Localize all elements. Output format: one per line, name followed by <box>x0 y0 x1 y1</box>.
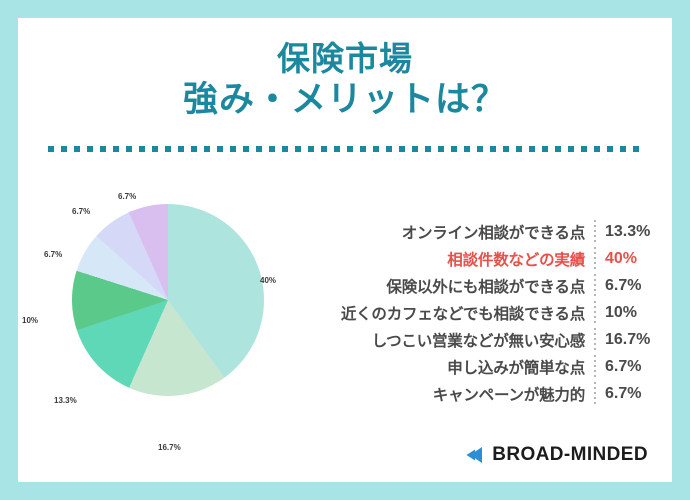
legend-row: 近くのカフェなどでも相談できる点 10% <box>318 299 658 326</box>
legend-label: しつこい営業などが無い安心感 <box>371 332 585 350</box>
pie-slice-label: 16.7% <box>158 443 181 452</box>
legend-value: 13.3% <box>605 222 651 240</box>
legend-row: しつこい営業などが無い安心感 16.7% <box>318 326 658 353</box>
legend-value: 40% <box>605 249 638 267</box>
legend-dotted-separator <box>594 220 596 243</box>
legend-label: 近くのカフェなどでも相談できる点 <box>340 305 585 323</box>
legend-label: 相談件数などの実績 <box>447 251 585 269</box>
legend: オンライン相談ができる点 13.3% 相談件数などの実績 40% 保険以外にも相談ができ… <box>318 218 658 407</box>
legend-value: 16.7% <box>605 330 651 348</box>
legend-dotted-separator <box>594 301 596 324</box>
legend-label: 保険以外にも相談ができる点 <box>386 278 585 296</box>
legend-row: 申し込みが簡単な点 6.7% <box>318 353 658 380</box>
legend-dotted-separator <box>594 328 596 351</box>
legend-value: 6.7% <box>605 384 642 402</box>
pie-slice-label: 6.7% <box>44 250 63 259</box>
pie-graphic <box>72 204 264 396</box>
legend-value: 10% <box>605 303 638 321</box>
legend-row: 相談件数などの実績 40% <box>318 245 658 272</box>
legend-label: 申し込みが簡単な点 <box>447 359 585 377</box>
legend-dotted-separator <box>594 247 596 270</box>
legend-row: キャンペーンが魅力的 6.7% <box>318 380 658 407</box>
pie-slice-label: 6.7% <box>72 207 91 216</box>
slide-content: 保険市場 強み・メリットは？ 40% 16.7% 13.3% 10% 6.7% 6.7% 6… <box>18 18 672 482</box>
title-line-1: 保険市場 <box>277 40 413 77</box>
legend-dotted-separator <box>594 382 596 405</box>
legend-label: キャンペーンが魅力的 <box>432 386 585 404</box>
logo-text: BROAD-MINDED <box>492 444 648 465</box>
pie-chart: 40% 16.7% 13.3% 10% 6.7% 6.7% 6.7% <box>18 168 298 458</box>
legend-dotted-separator <box>594 274 596 297</box>
legend-label: オンライン相談ができる点 <box>401 224 585 242</box>
brand-logo: BROAD-MINDED <box>463 444 648 466</box>
legend-value: 6.7% <box>605 276 642 294</box>
title-line-2: 強み・メリットは？ <box>182 79 507 119</box>
legend-dotted-separator <box>594 355 596 378</box>
pie-slice-label: 10% <box>22 316 39 325</box>
legend-row: オンライン相談ができる点 13.3% <box>318 218 658 245</box>
pie-slice-label: 40% <box>260 276 277 285</box>
title-dotted-divider <box>48 146 642 152</box>
legend-value: 6.7% <box>605 357 642 375</box>
page-title: 保険市場 強み・メリットは？ <box>18 40 672 120</box>
chevron-left-icon <box>463 444 485 466</box>
pie-slice-label: 6.7% <box>118 192 137 201</box>
legend-row: 保険以外にも相談ができる点 6.7% <box>318 272 658 299</box>
pie-slice-label: 13.3% <box>54 396 77 405</box>
